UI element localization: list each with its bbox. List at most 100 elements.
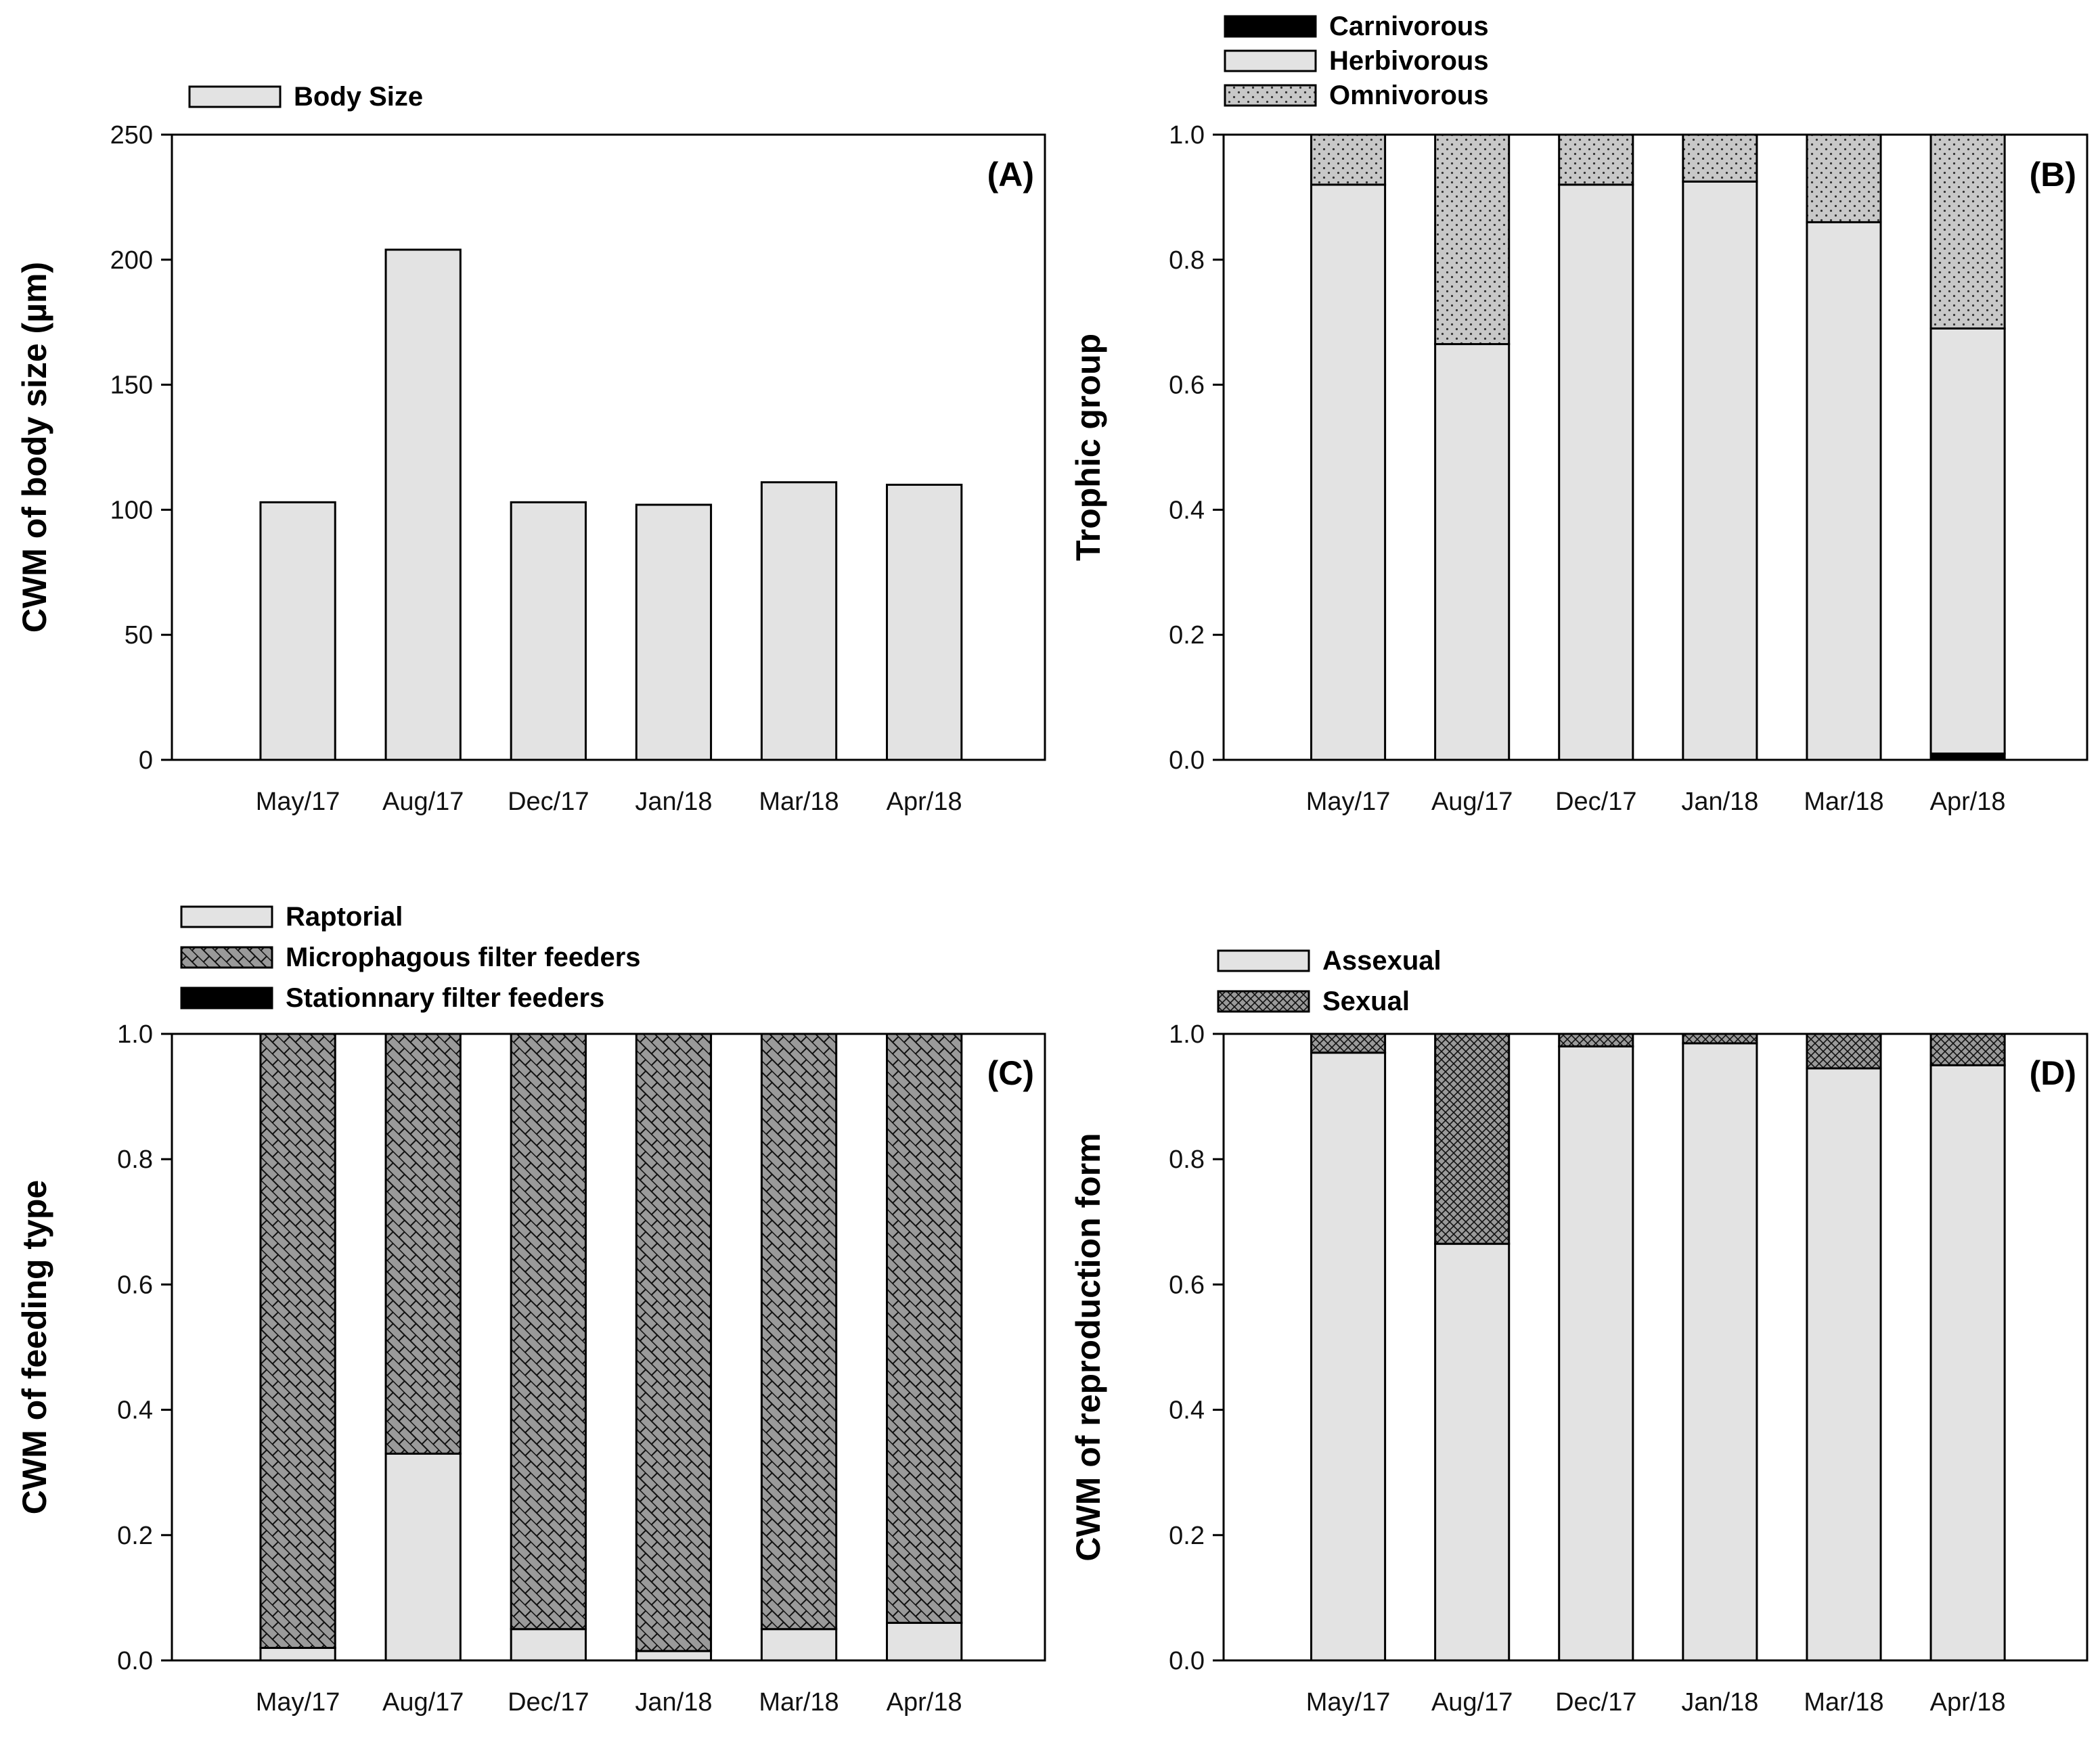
plot-frame-D <box>1222 1033 2088 1662</box>
y-tick-label-B: 0.6 <box>1169 371 1205 400</box>
bar-C-Apr-18-raptorial <box>886 1621 963 1662</box>
bar-C-Aug-17-microphagous-filter-feeders <box>384 1033 462 1455</box>
legend-swatch-C <box>180 987 273 1010</box>
y-tick-label-B: 0.8 <box>1169 246 1205 275</box>
bar-D-Apr-18-assexual <box>1929 1064 2006 1662</box>
bar-D-Apr-18-sexual <box>1929 1033 2006 1066</box>
x-tick-label-C: Dec/17 <box>508 1688 589 1717</box>
bar-B-May-17-omnivorous <box>1310 133 1387 186</box>
legend-B: Carnivorous Herbivorous Omnivorous <box>1224 12 1489 110</box>
bar-B-May-17-herbivorous <box>1310 183 1387 761</box>
x-tick-label-B: Aug/17 <box>1431 788 1513 816</box>
bar-D-Dec-17-assexual <box>1558 1045 1634 1662</box>
legend-D: Assexual Sexual <box>1217 946 1442 1016</box>
bar-B-Apr-18-herbivorous <box>1929 327 2006 755</box>
bar-C-Jan-18-microphagous-filter-feeders <box>635 1033 713 1652</box>
x-tick-label-D: Aug/17 <box>1431 1688 1513 1717</box>
bar-D-May-17-sexual <box>1310 1033 1387 1054</box>
y-tick-label-C: 0.8 <box>117 1146 153 1174</box>
bar-A-Jan-18-body-size <box>635 503 713 761</box>
bar-D-Mar-18-sexual <box>1806 1033 1882 1070</box>
y-tick-label-D: 0.0 <box>1169 1647 1205 1675</box>
y-tick-label-A: 50 <box>125 621 153 650</box>
legend-C: Raptorial Microphagous filter feeders Stat… <box>180 902 641 1013</box>
x-tick-label-C: Aug/17 <box>382 1688 464 1717</box>
panel-C: 0.0 0.2 0.4 0.6 0.8 1.0 May/17 Aug/17 Dec/17 Jan/… <box>16 902 1046 1717</box>
legend-label-B: Omnivorous <box>1329 81 1489 110</box>
x-tick-label-C: Jan/18 <box>635 1688 712 1717</box>
bar-D-Jan-18-sexual <box>1682 1033 1758 1045</box>
y-tick-label-D: 0.2 <box>1169 1522 1205 1550</box>
plot-frame-B <box>1222 133 2088 761</box>
legend-label-B: Herbivorous <box>1329 46 1489 76</box>
bar-D-Aug-17-sexual <box>1434 1033 1511 1245</box>
y-tick-label-C: 0.6 <box>117 1271 153 1299</box>
y-tick-label-A: 150 <box>110 371 153 400</box>
legend-swatch-C <box>180 946 273 969</box>
panel-D: 0.0 0.2 0.4 0.6 0.8 1.0 May/17 Aug/17 Dec/17 Jan/… <box>1069 946 2088 1717</box>
x-tick-label-B: Mar/18 <box>1804 788 1883 816</box>
legend-swatch-B <box>1224 49 1317 72</box>
bar-A-May-17-body-size <box>259 501 336 761</box>
y-axis-title-A: CWM of body size (µm) <box>16 262 53 633</box>
chart-panels: 0 50 100 150 200 250 May/17 Aug/17 Dec/17 Jan/18 M… <box>16 12 2088 1717</box>
x-tick-label-C: May/17 <box>256 1688 340 1717</box>
bar-A-Aug-17-body-size <box>384 248 462 761</box>
y-axis-title-B: Trophic group <box>1069 334 1107 561</box>
bar-A-Mar-18-body-size <box>760 481 838 761</box>
plot-frame-C <box>171 1033 1046 1662</box>
x-tick-label-A: Apr/18 <box>887 788 962 816</box>
x-tick-label-B: Jan/18 <box>1681 788 1758 816</box>
x-tick-label-A: Dec/17 <box>508 788 589 816</box>
legend-label-C: Raptorial <box>286 902 403 932</box>
bar-C-Mar-18-raptorial <box>760 1628 838 1662</box>
y-tick-label-B: 0.0 <box>1169 746 1205 775</box>
legend-label-C: Microphagous filter feeders <box>286 943 641 972</box>
bar-A-Dec-17-body-size <box>510 501 587 761</box>
legend-label-D: Assexual <box>1322 946 1442 976</box>
plot-frame-A <box>171 133 1046 761</box>
bar-D-May-17-assexual <box>1310 1051 1387 1662</box>
x-tick-label-B: Dec/17 <box>1555 788 1636 816</box>
y-tick-label-A: 100 <box>110 496 153 524</box>
legend-swatch-A <box>188 85 282 108</box>
bar-A-Apr-18-body-size <box>886 483 963 761</box>
panel-tag-B: (B) <box>2030 156 2076 194</box>
y-tick-label-B: 0.2 <box>1169 621 1205 650</box>
panel-tag-A: (A) <box>987 156 1034 194</box>
panel-tag-C: (C) <box>987 1054 1034 1092</box>
bar-C-Jan-18-raptorial <box>635 1650 713 1662</box>
bar-C-Apr-18-microphagous-filter-feeders <box>886 1033 963 1624</box>
legend-label-A: Body Size <box>294 82 423 112</box>
bar-B-Aug-17-omnivorous <box>1434 133 1511 346</box>
legend-label-C: Stationnary filter feeders <box>286 983 604 1013</box>
x-tick-label-D: Mar/18 <box>1804 1688 1883 1717</box>
legend-label-B: Carnivorous <box>1329 12 1489 41</box>
legend-swatch-C <box>180 905 273 928</box>
y-tick-label-B: 0.4 <box>1169 496 1205 524</box>
y-tick-label-D: 0.8 <box>1169 1146 1205 1174</box>
bar-C-Mar-18-microphagous-filter-feeders <box>760 1033 838 1631</box>
x-tick-label-D: Dec/17 <box>1555 1688 1636 1717</box>
x-tick-label-B: Apr/18 <box>1930 788 2006 816</box>
x-tick-label-A: May/17 <box>256 788 340 816</box>
bar-C-May-17-raptorial <box>259 1646 336 1662</box>
legend-swatch-D <box>1217 990 1310 1013</box>
bar-D-Jan-18-assexual <box>1682 1042 1758 1662</box>
y-tick-label-A: 250 <box>110 121 153 150</box>
panel-A: 0 50 100 150 200 250 May/17 Aug/17 Dec/17 Jan/18 M… <box>16 82 1046 816</box>
x-tick-label-A: Mar/18 <box>759 788 839 816</box>
bar-B-Jan-18-herbivorous <box>1682 180 1758 761</box>
bar-B-Dec-17-omnivorous <box>1558 133 1634 186</box>
panel-tag-D: (D) <box>2030 1054 2076 1092</box>
bar-D-Aug-17-assexual <box>1434 1242 1511 1662</box>
y-tick-label-D: 0.6 <box>1169 1271 1205 1299</box>
bar-C-Aug-17-raptorial <box>384 1452 462 1662</box>
y-tick-label-C: 0.4 <box>117 1397 153 1425</box>
legend-A: Body Size <box>188 82 423 112</box>
bar-B-Mar-18-omnivorous <box>1806 133 1882 223</box>
y-tick-label-A: 200 <box>110 246 153 275</box>
bar-B-Apr-18-omnivorous <box>1929 133 2006 330</box>
x-tick-label-D: Jan/18 <box>1681 1688 1758 1717</box>
